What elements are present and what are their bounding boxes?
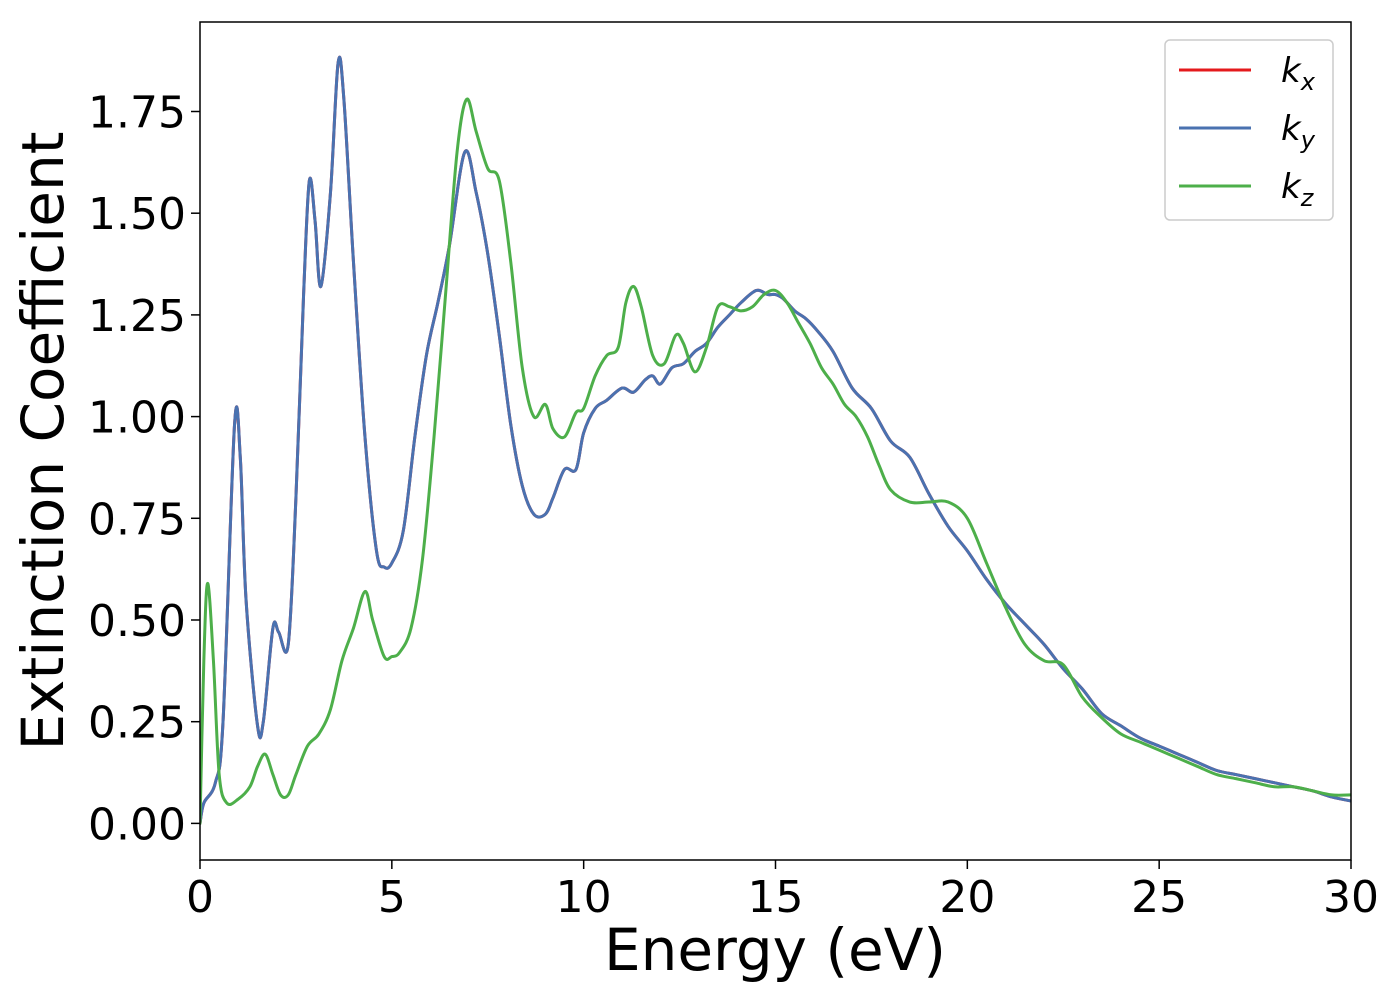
legend-label-x: kx: [1281, 51, 1316, 96]
y-tick-label: 0.50: [88, 596, 186, 647]
legend-label-z: kz: [1281, 167, 1315, 212]
plot-area: [200, 22, 1351, 860]
y-tick-label: 0.75: [88, 494, 186, 545]
legend-box: [1164, 39, 1334, 221]
y-tick-label: 1.50: [88, 189, 186, 240]
x-tick-label: 30: [1323, 872, 1379, 923]
y-axis: 0.00 0.25 0.50 0.75 1.00 1.25 1.50 1.75: [88, 87, 200, 850]
y-tick-label: 1.00: [88, 393, 186, 444]
x-axis: 0 5 10 15 20 25 30: [186, 860, 1379, 923]
x-tick-label: 15: [748, 872, 804, 923]
y-tick-label: 0.00: [88, 799, 186, 850]
x-tick-label: 0: [186, 872, 214, 923]
legend: kx ky kz: [1164, 39, 1334, 221]
y-tick-label: 0.25: [88, 698, 186, 749]
series-line-y: [200, 55, 1351, 825]
y-tick-label: 1.75: [88, 87, 186, 138]
x-axis-label: Energy (eV): [604, 916, 946, 984]
series-layer: [200, 55, 1351, 825]
x-tick-label: 10: [556, 872, 612, 923]
x-tick-label: 5: [378, 872, 406, 923]
legend-label-y: ky: [1281, 109, 1316, 154]
series-line-z: [200, 97, 1351, 825]
x-tick-label: 20: [939, 872, 995, 923]
y-tick-label: 1.25: [88, 291, 186, 342]
x-tick-label: 25: [1131, 872, 1187, 923]
y-axis-label: Extinction Coefficient: [9, 132, 77, 751]
